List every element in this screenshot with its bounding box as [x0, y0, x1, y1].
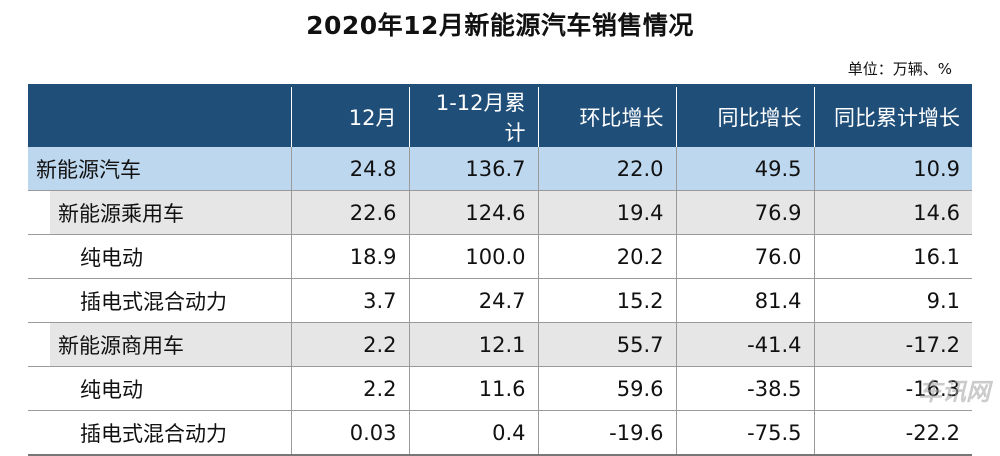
table-row: 新能源商用车 2.2 12.1 55.7 -41.4 -17.2 — [28, 322, 972, 367]
column-header: 1-12月累计 — [408, 84, 538, 147]
cell: 136.7 — [408, 147, 538, 191]
unit-note: 单位：万辆、% — [847, 60, 952, 78]
cell: -41.4 — [675, 322, 814, 367]
cell: 0.03 — [290, 410, 409, 456]
row-label: 纯电动 — [28, 366, 291, 411]
table-row: 纯电动 2.2 11.6 59.6 -38.5 -16.3 — [28, 366, 972, 411]
column-header: 同比增长 — [675, 84, 814, 147]
cell: 22.0 — [537, 147, 676, 191]
cell: 2.2 — [290, 322, 409, 367]
row-label: 新能源乘用车 — [28, 190, 291, 235]
cell: 16.1 — [813, 234, 972, 279]
row-label: 纯电动 — [28, 234, 291, 279]
cell: 19.4 — [537, 190, 676, 235]
cell: 11.6 — [408, 366, 538, 411]
cell: 24.8 — [290, 147, 409, 191]
row-label: 新能源商用车 — [28, 322, 291, 367]
watermark-logo: 车讯网 — [918, 378, 990, 406]
table-row: 新能源乘用车 22.6 124.6 19.4 76.9 14.6 — [28, 190, 972, 235]
cell: -75.5 — [675, 410, 814, 456]
row-label: 插电式混合动力 — [28, 278, 291, 323]
cell: 9.1 — [813, 278, 972, 323]
cell: 15.2 — [537, 278, 676, 323]
table-row: 插电式混合动力 3.7 24.7 15.2 81.4 9.1 — [28, 278, 972, 323]
cell: 12.1 — [408, 322, 538, 367]
cell: 76.9 — [675, 190, 814, 235]
column-header: 同比累计增长 — [813, 84, 972, 147]
header-row: 12月 1-12月累计 环比增长 同比增长 同比累计增长 — [28, 84, 972, 147]
cell: 49.5 — [675, 147, 814, 191]
cell: 59.6 — [537, 366, 676, 411]
column-header: 12月 — [290, 84, 409, 147]
table-row: 纯电动 18.9 100.0 20.2 76.0 16.1 — [28, 234, 972, 279]
cell: 10.9 — [813, 147, 972, 191]
row-label: 新能源汽车 — [28, 147, 291, 191]
cell: 81.4 — [675, 278, 814, 323]
cell: 14.6 — [813, 190, 972, 235]
column-header: 环比增长 — [537, 84, 676, 147]
sales-table: 12月 1-12月累计 环比增长 同比增长 同比累计增长 新能源汽车 24.8 … — [28, 84, 972, 456]
cell: 0.4 — [408, 410, 538, 456]
cell: -22.2 — [813, 410, 972, 456]
row-label: 插电式混合动力 — [28, 410, 291, 456]
cell: 2.2 — [290, 366, 409, 411]
cell: -38.5 — [675, 366, 814, 411]
cell: 100.0 — [408, 234, 538, 279]
cell: -17.2 — [813, 322, 972, 367]
cell: 20.2 — [537, 234, 676, 279]
column-header — [28, 84, 291, 147]
cell: -19.6 — [537, 410, 676, 456]
cell: -16.3 — [813, 366, 972, 411]
cell: 76.0 — [675, 234, 814, 279]
cell: 22.6 — [290, 190, 409, 235]
table-row: 插电式混合动力 0.03 0.4 -19.6 -75.5 -22.2 — [28, 410, 972, 456]
cell: 124.6 — [408, 190, 538, 235]
cell: 3.7 — [290, 278, 409, 323]
cell: 24.7 — [408, 278, 538, 323]
page-title: 2020年12月新能源汽车销售情况 — [306, 11, 694, 40]
cell: 18.9 — [290, 234, 409, 279]
cell: 55.7 — [537, 322, 676, 367]
table-row: 新能源汽车 24.8 136.7 22.0 49.5 10.9 — [28, 147, 972, 191]
